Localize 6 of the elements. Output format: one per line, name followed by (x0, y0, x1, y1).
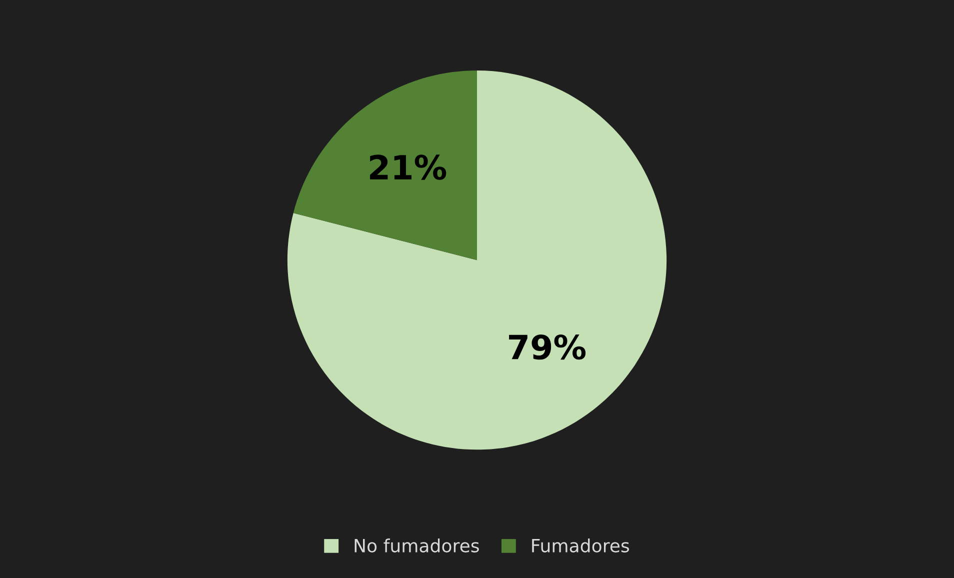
pie-slice (293, 70, 477, 260)
pie-slice (287, 70, 667, 450)
legend-label: No fumadores (354, 538, 479, 552)
data-label: 21% (370, 154, 446, 180)
legend-label: Fumadores (532, 538, 629, 552)
data-label: 79% (509, 334, 586, 360)
